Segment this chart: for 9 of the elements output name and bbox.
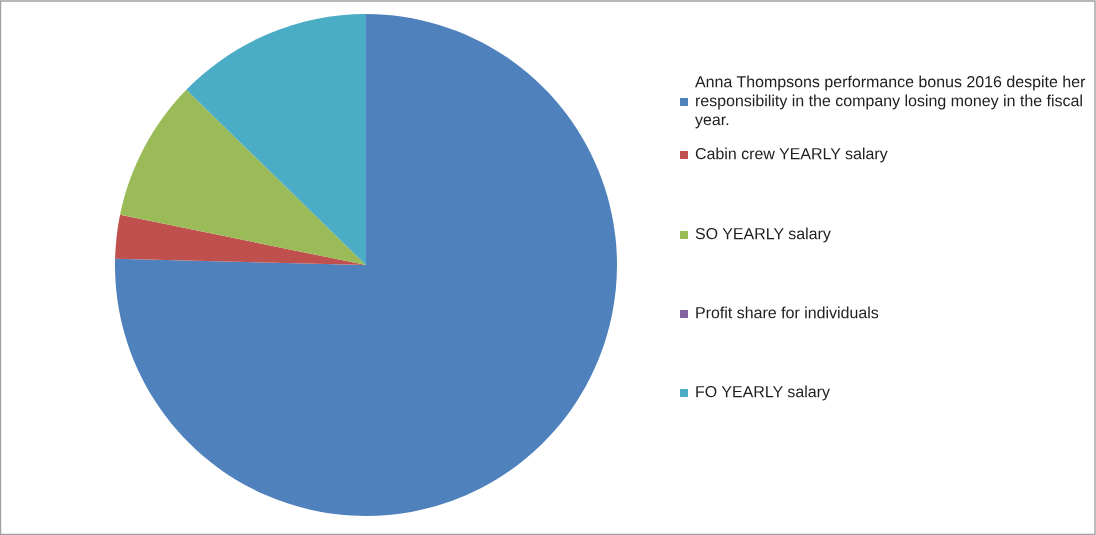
pie-slice [120, 89, 366, 265]
legend-label: Profit share for individuals [696, 306, 879, 319]
pie-slice [115, 214, 366, 265]
legend-label: FO YEARLY salary [696, 385, 830, 401]
pie-slice [186, 14, 366, 265]
legend-label: SO YEARLY salary [695, 227, 831, 243]
pie-slice [115, 14, 617, 516]
legend-label: Anna Thompsons performance bonus 2016 despite her responsibility in the company losing money in the fiscal year. [695, 75, 1086, 129]
legend-label: Cabin crew YEARLY salary [695, 147, 888, 163]
